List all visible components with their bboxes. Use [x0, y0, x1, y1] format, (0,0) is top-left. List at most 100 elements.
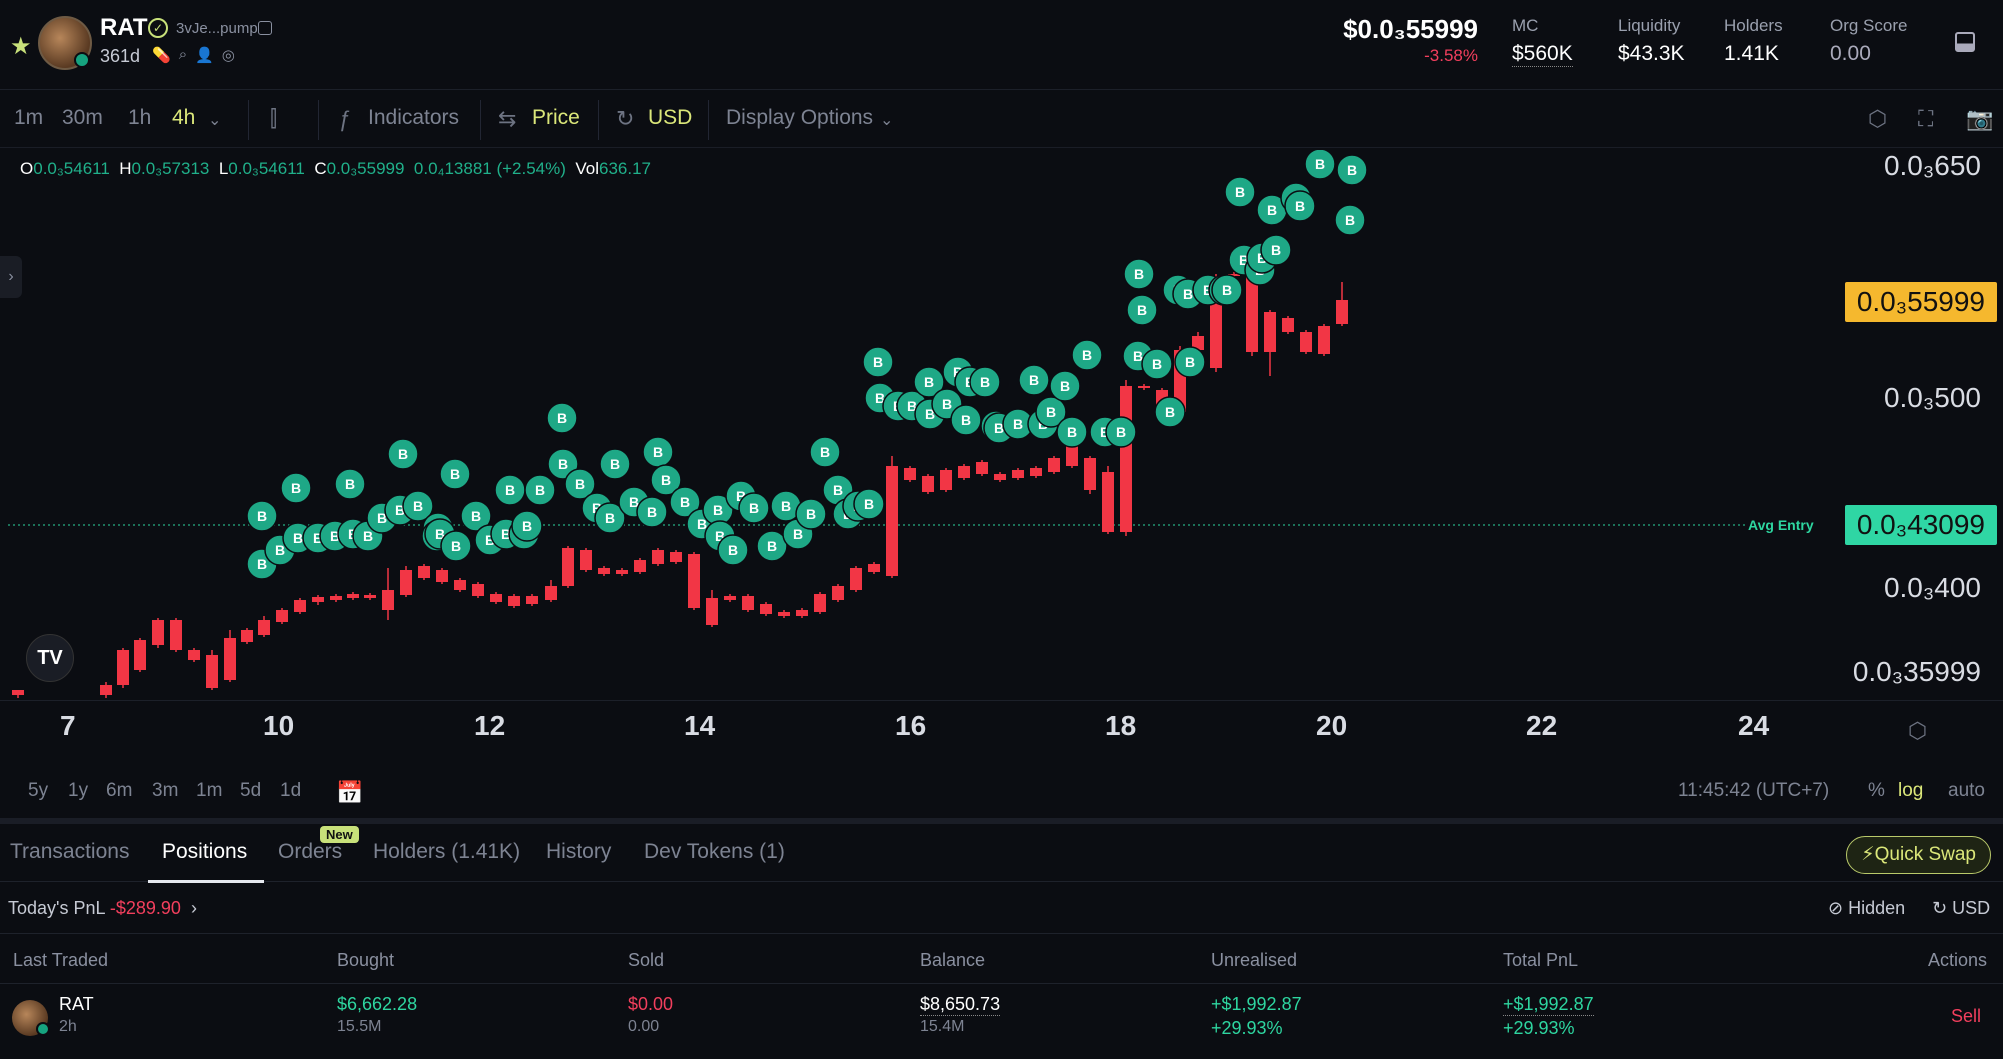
calendar-icon[interactable]: 📅 — [336, 780, 364, 805]
range-1y[interactable]: 1y — [68, 780, 89, 801]
candle — [224, 638, 236, 680]
interval-1h[interactable]: 1h — [128, 106, 152, 129]
globe-icon[interactable]: ◎ — [221, 47, 235, 64]
candle — [312, 597, 324, 602]
date-tick: 22 — [1526, 710, 1558, 741]
stat-label: Org Score — [1830, 16, 1908, 35]
range-5d[interactable]: 5d — [240, 780, 262, 801]
fullscreen-icon[interactable]: ⛶ — [1918, 106, 1934, 131]
hidden-toggle[interactable]: ⊘ Hidden — [1828, 898, 1905, 919]
table-row[interactable]: RAT 2h $6,662.28 15.5M $0.00 0.00 $8,650… — [0, 984, 2003, 1054]
todays-pnl[interactable]: Today's PnL -$289.90 › — [8, 898, 197, 919]
quick-swap-button[interactable]: ⚡Quick Swap — [1846, 836, 1991, 874]
currency-icon[interactable]: ↻ — [616, 106, 635, 131]
candle — [100, 685, 112, 695]
swap-icon[interactable]: ⇆ — [498, 106, 517, 131]
chevron-down-icon[interactable]: ⌄ — [208, 112, 222, 129]
display-options-button[interactable]: Display Options — [726, 106, 874, 129]
buy-marker-label: B — [1100, 424, 1110, 440]
axis-settings-icon[interactable]: ⬡ — [1908, 718, 1928, 743]
buy-marker — [334, 468, 366, 500]
col-unrealised: Unrealised — [1211, 950, 1298, 970]
candle — [347, 594, 359, 598]
buy-marker-label: B — [793, 526, 803, 542]
stat-value: 0.00 — [1830, 42, 1871, 65]
buy-marker — [1035, 396, 1067, 428]
buy-marker-label: B — [1295, 198, 1305, 214]
tab-history[interactable]: History — [546, 840, 612, 863]
buy-marker-label: B — [345, 476, 355, 492]
candles-icon[interactable]: ⫿ — [270, 106, 278, 131]
copy-icon[interactable] — [258, 21, 272, 35]
stat-label: Holders — [1724, 16, 1783, 35]
usd-toggle[interactable]: ↻ USD — [1932, 898, 1990, 919]
active-tab-indicator — [148, 880, 264, 883]
candle — [598, 568, 610, 574]
candle — [760, 604, 772, 614]
search-icon[interactable]: ⌕ — [178, 46, 188, 63]
tab-orders[interactable]: Orders — [278, 840, 343, 863]
fx-icon[interactable]: ƒ — [338, 106, 351, 131]
candle — [188, 650, 200, 660]
buy-marker — [636, 496, 668, 528]
candle — [706, 598, 718, 625]
price-toggle[interactable]: Price — [532, 106, 580, 129]
interval-30m[interactable]: 30m — [62, 106, 103, 129]
interval-1m[interactable]: 1m — [14, 106, 44, 129]
col-balance: Balance — [920, 950, 986, 970]
candle — [1192, 336, 1204, 350]
range-3m[interactable]: 3m — [152, 780, 179, 801]
buy-marker-label: B — [1060, 378, 1070, 394]
currency-toggle[interactable]: USD — [648, 106, 693, 129]
indicators-button[interactable]: Indicators — [368, 106, 460, 129]
col-last-traded: Last Traded — [13, 950, 109, 970]
tab-holders[interactable]: Holders (1.41K) — [373, 840, 521, 863]
sell-button[interactable]: Sell — [1950, 1006, 1981, 1026]
chevron-down-icon[interactable]: ⌄ — [880, 112, 894, 129]
buy-marker — [717, 534, 749, 566]
stat-holders: Holders 1.41K — [1724, 16, 1783, 66]
clock[interactable]: 11:45:42 (UTC+7) — [1678, 780, 1830, 801]
ohlc-low: 0.0₃54611 — [228, 159, 305, 178]
candle — [472, 584, 484, 596]
tab-positions[interactable]: Positions — [162, 840, 248, 863]
camera-icon[interactable]: 📷 — [1966, 106, 1994, 131]
candle — [206, 655, 218, 688]
buy-marker-label: B — [728, 542, 738, 558]
candle — [994, 474, 1006, 480]
buy-marker — [650, 464, 682, 496]
pill-icon[interactable]: 💊 — [152, 47, 171, 64]
range-6m[interactable]: 6m — [106, 780, 133, 801]
tradingview-logo[interactable]: TV — [26, 634, 74, 682]
token-symbol: RAT — [100, 14, 148, 41]
candle — [778, 612, 790, 616]
buy-marker-label: B — [1267, 202, 1277, 218]
tab-dev-tokens[interactable]: Dev Tokens (1) — [644, 840, 785, 863]
buy-marker — [1141, 348, 1173, 380]
panel-resize-handle[interactable] — [0, 818, 2003, 824]
user-icon[interactable]: 👤 — [195, 47, 214, 64]
expand-sidebar-icon[interactable]: › — [0, 256, 22, 298]
avg-entry-label: Avg Entry — [1748, 517, 1814, 533]
tab-transactions[interactable]: Transactions — [10, 840, 130, 863]
interval-4h[interactable]: 4h — [172, 106, 196, 129]
buy-marker-label: B — [1222, 282, 1232, 298]
token-address[interactable]: 3vJe...pump — [176, 20, 258, 37]
auto-toggle[interactable]: auto — [1948, 780, 1985, 801]
range-1m[interactable]: 1m — [196, 780, 223, 801]
row-balance-qty: 15.4M — [920, 1018, 965, 1035]
favorite-star-icon[interactable]: ★ — [10, 33, 32, 60]
percent-toggle[interactable]: % — [1868, 780, 1885, 801]
row-balance: $8,650.73 — [920, 994, 1001, 1016]
pnl-value: -$289.90 — [109, 898, 181, 918]
panel-toggle-icon[interactable] — [1955, 32, 1975, 52]
buy-marker — [1123, 258, 1155, 290]
pnl-label: Today's PnL — [8, 898, 105, 918]
candle — [436, 570, 448, 582]
log-toggle[interactable]: log — [1898, 780, 1924, 801]
range-1d[interactable]: 1d — [280, 780, 302, 801]
range-5y[interactable]: 5y — [28, 780, 49, 801]
settings-icon[interactable]: ⬡ — [1868, 106, 1888, 131]
axis-divider — [0, 700, 2003, 701]
